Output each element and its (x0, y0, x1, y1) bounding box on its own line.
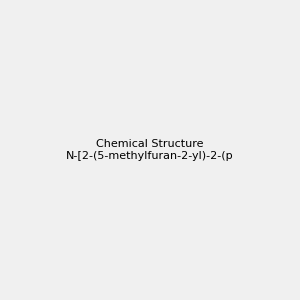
Text: Chemical Structure
N-[2-(5-methylfuran-2-yl)-2-(p: Chemical Structure N-[2-(5-methylfuran-2… (66, 139, 234, 161)
